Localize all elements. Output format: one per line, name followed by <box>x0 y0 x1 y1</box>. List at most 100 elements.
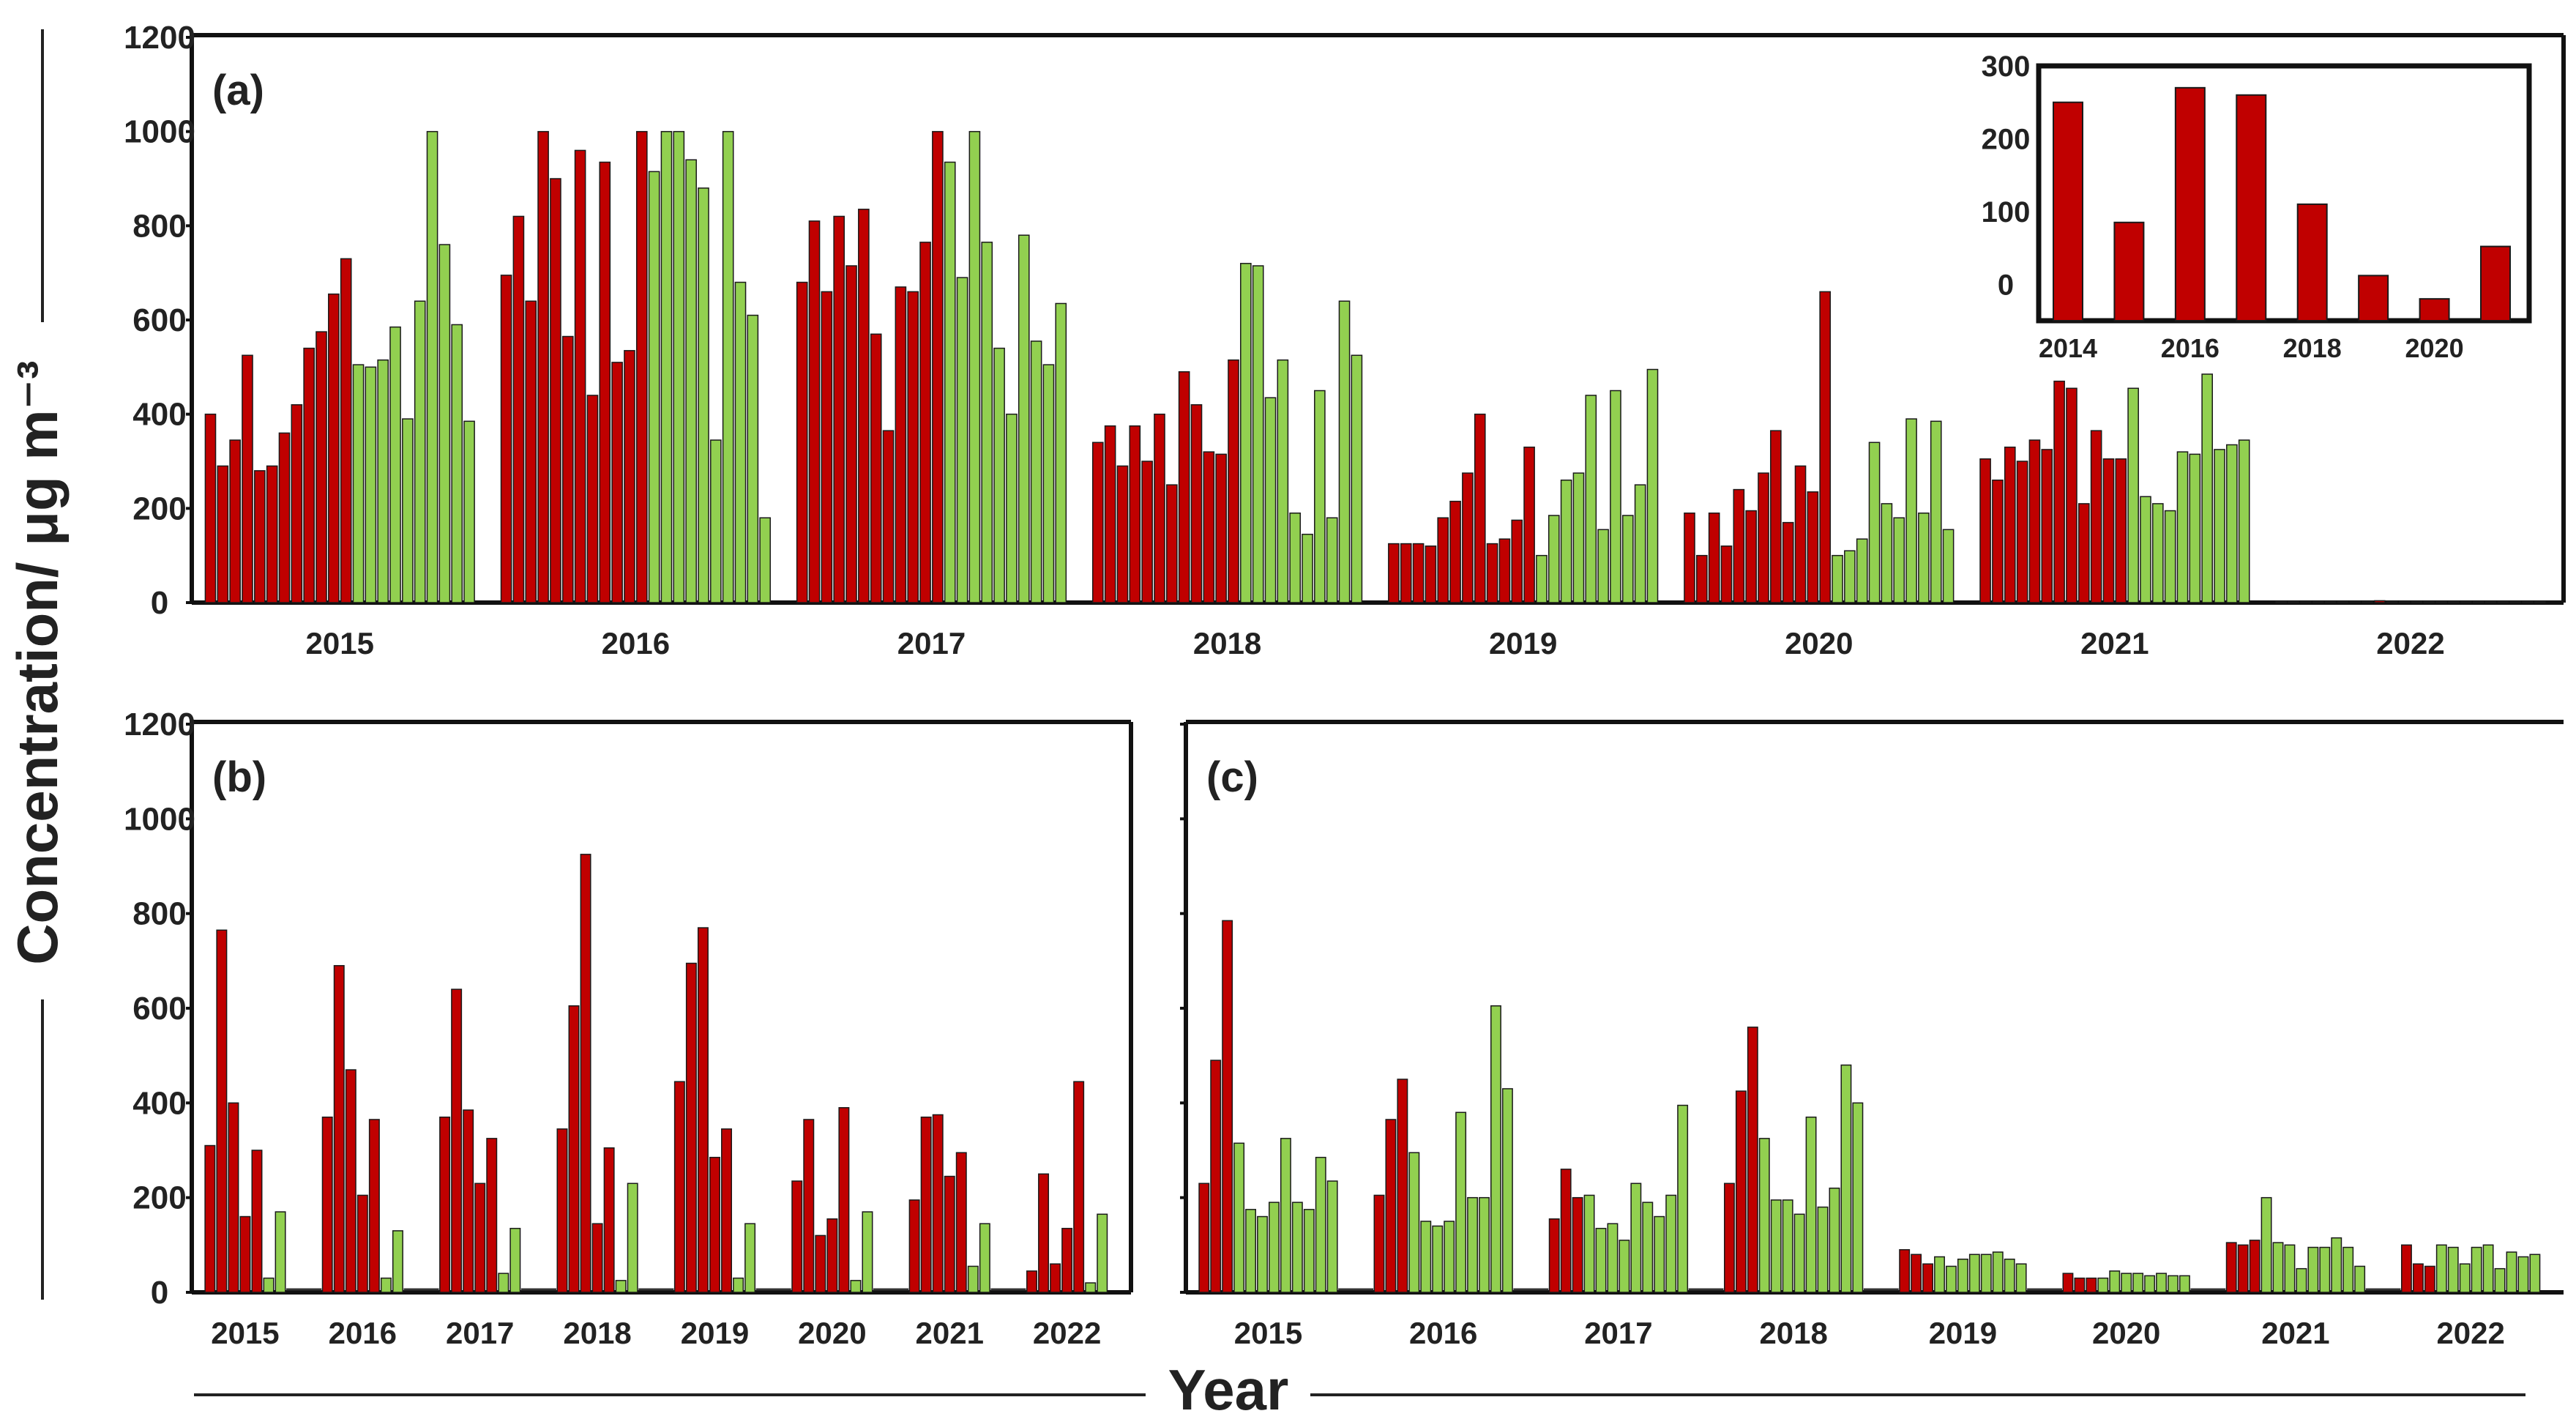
bar-red <box>2386 600 2398 603</box>
bar-green <box>944 161 956 603</box>
bar-green <box>1918 513 1930 603</box>
bar-red <box>2237 1244 2249 1293</box>
bar-red <box>2349 600 2362 603</box>
bar-red <box>2090 430 2102 603</box>
bar-red <box>1548 1218 1560 1293</box>
y-tick-label: 400 <box>132 1085 186 1121</box>
bar-red <box>1190 404 1203 603</box>
bar-green <box>1257 1215 1268 1293</box>
bar-red <box>1129 425 1141 603</box>
year-group-2018 <box>556 854 638 1293</box>
bar-red <box>242 354 253 603</box>
bar-green <box>1245 1209 1257 1293</box>
bar-red <box>2077 503 2090 603</box>
bar-green <box>1930 420 1942 603</box>
bar-green <box>377 359 389 603</box>
year-group-2022 <box>2275 600 2546 603</box>
bar-green <box>1326 517 1338 603</box>
bar-green <box>1980 1254 1992 1293</box>
bar-red <box>1073 1081 1085 1293</box>
bar-red <box>955 1152 967 1293</box>
bar-red <box>919 242 931 603</box>
bar-green <box>1634 484 1646 603</box>
bar-red <box>1794 465 1807 603</box>
bar-green <box>2140 496 2151 603</box>
bar-green <box>2342 1246 2354 1293</box>
inset-bar <box>2113 221 2145 321</box>
bar-green <box>1665 1194 1677 1293</box>
bar-red <box>204 1144 216 1293</box>
bar-green <box>1585 395 1597 603</box>
bar-green <box>1042 364 1055 603</box>
bar-green <box>1097 1213 1108 1293</box>
bar-green <box>380 1277 392 1293</box>
y-tick-label: 0 <box>151 585 168 621</box>
bar-red <box>1203 451 1215 603</box>
bar-red <box>574 149 586 603</box>
bar-green <box>1326 1180 1338 1293</box>
year-group-2016 <box>500 130 771 603</box>
bar-green <box>1303 1209 1315 1293</box>
x-tick-label: 2019 <box>681 1316 749 1350</box>
bar-red <box>1425 545 1437 603</box>
bar-green <box>1420 1221 1432 1293</box>
bar-red <box>697 927 709 1293</box>
inset-bar <box>2236 94 2267 321</box>
bar-red <box>1696 554 1708 603</box>
bar-red <box>251 1150 263 1293</box>
bar-red <box>709 1156 720 1293</box>
bar-green <box>263 1277 275 1293</box>
bar-red <box>537 130 549 603</box>
bar-green <box>1444 1221 1455 1293</box>
bar-green <box>1291 1202 1303 1293</box>
bar-green <box>1621 515 1634 603</box>
bar-red <box>624 350 635 603</box>
bar-green <box>1905 418 1917 603</box>
bar-green <box>2164 510 2176 603</box>
x-tick-label: 2016 <box>329 1316 397 1350</box>
bar-red <box>2249 1240 2260 1293</box>
x-tick-label: 2020 <box>2092 1316 2160 1350</box>
bar-green <box>1832 554 1843 603</box>
bar-green <box>709 439 722 603</box>
x-tick-label: 2017 <box>446 1316 514 1350</box>
bar-green <box>1946 1265 1957 1293</box>
year-group-2015 <box>204 130 475 603</box>
bar-green <box>389 326 401 603</box>
bar-green <box>2517 1256 2529 1293</box>
bar-red <box>673 1081 685 1293</box>
bar-green <box>1597 529 1609 603</box>
bar-green <box>2482 1244 2494 1293</box>
bar-red <box>2102 458 2115 603</box>
bar-green <box>1840 1064 1852 1293</box>
bar-red <box>2062 1273 2074 1293</box>
bar-red <box>603 1147 615 1293</box>
bar-red <box>796 281 808 603</box>
y-axis-title: Concentration/ μg m⁻³ <box>5 360 70 965</box>
bar-red <box>1807 491 1819 603</box>
bar-green <box>685 159 697 603</box>
bar-green <box>1408 1152 1420 1293</box>
bar-red <box>512 215 525 603</box>
bar-green <box>1610 390 1621 603</box>
bar-green <box>1992 1251 2004 1293</box>
bar-red <box>253 470 266 603</box>
x-tick-label: 2018 <box>1759 1316 1827 1350</box>
bar-green <box>734 281 747 603</box>
bar-red <box>2412 1263 2424 1293</box>
year-group-2020 <box>2062 1270 2190 1293</box>
bar-red <box>1462 472 1474 603</box>
y-tick-label: 200 <box>132 1180 186 1216</box>
bar-green <box>2435 600 2447 603</box>
bar-green <box>2522 600 2534 603</box>
year-group-2018 <box>1091 263 1363 603</box>
bar-green <box>759 517 771 603</box>
x-tick-label: 2016 <box>602 626 670 660</box>
bar-green <box>627 1182 638 1293</box>
bar-red <box>1141 461 1153 603</box>
year-group-2021 <box>1979 373 2250 603</box>
year-group-2019 <box>673 927 756 1293</box>
bar-green <box>1642 1202 1654 1293</box>
bar-red <box>1198 1182 1210 1293</box>
bar-red <box>1178 371 1190 603</box>
